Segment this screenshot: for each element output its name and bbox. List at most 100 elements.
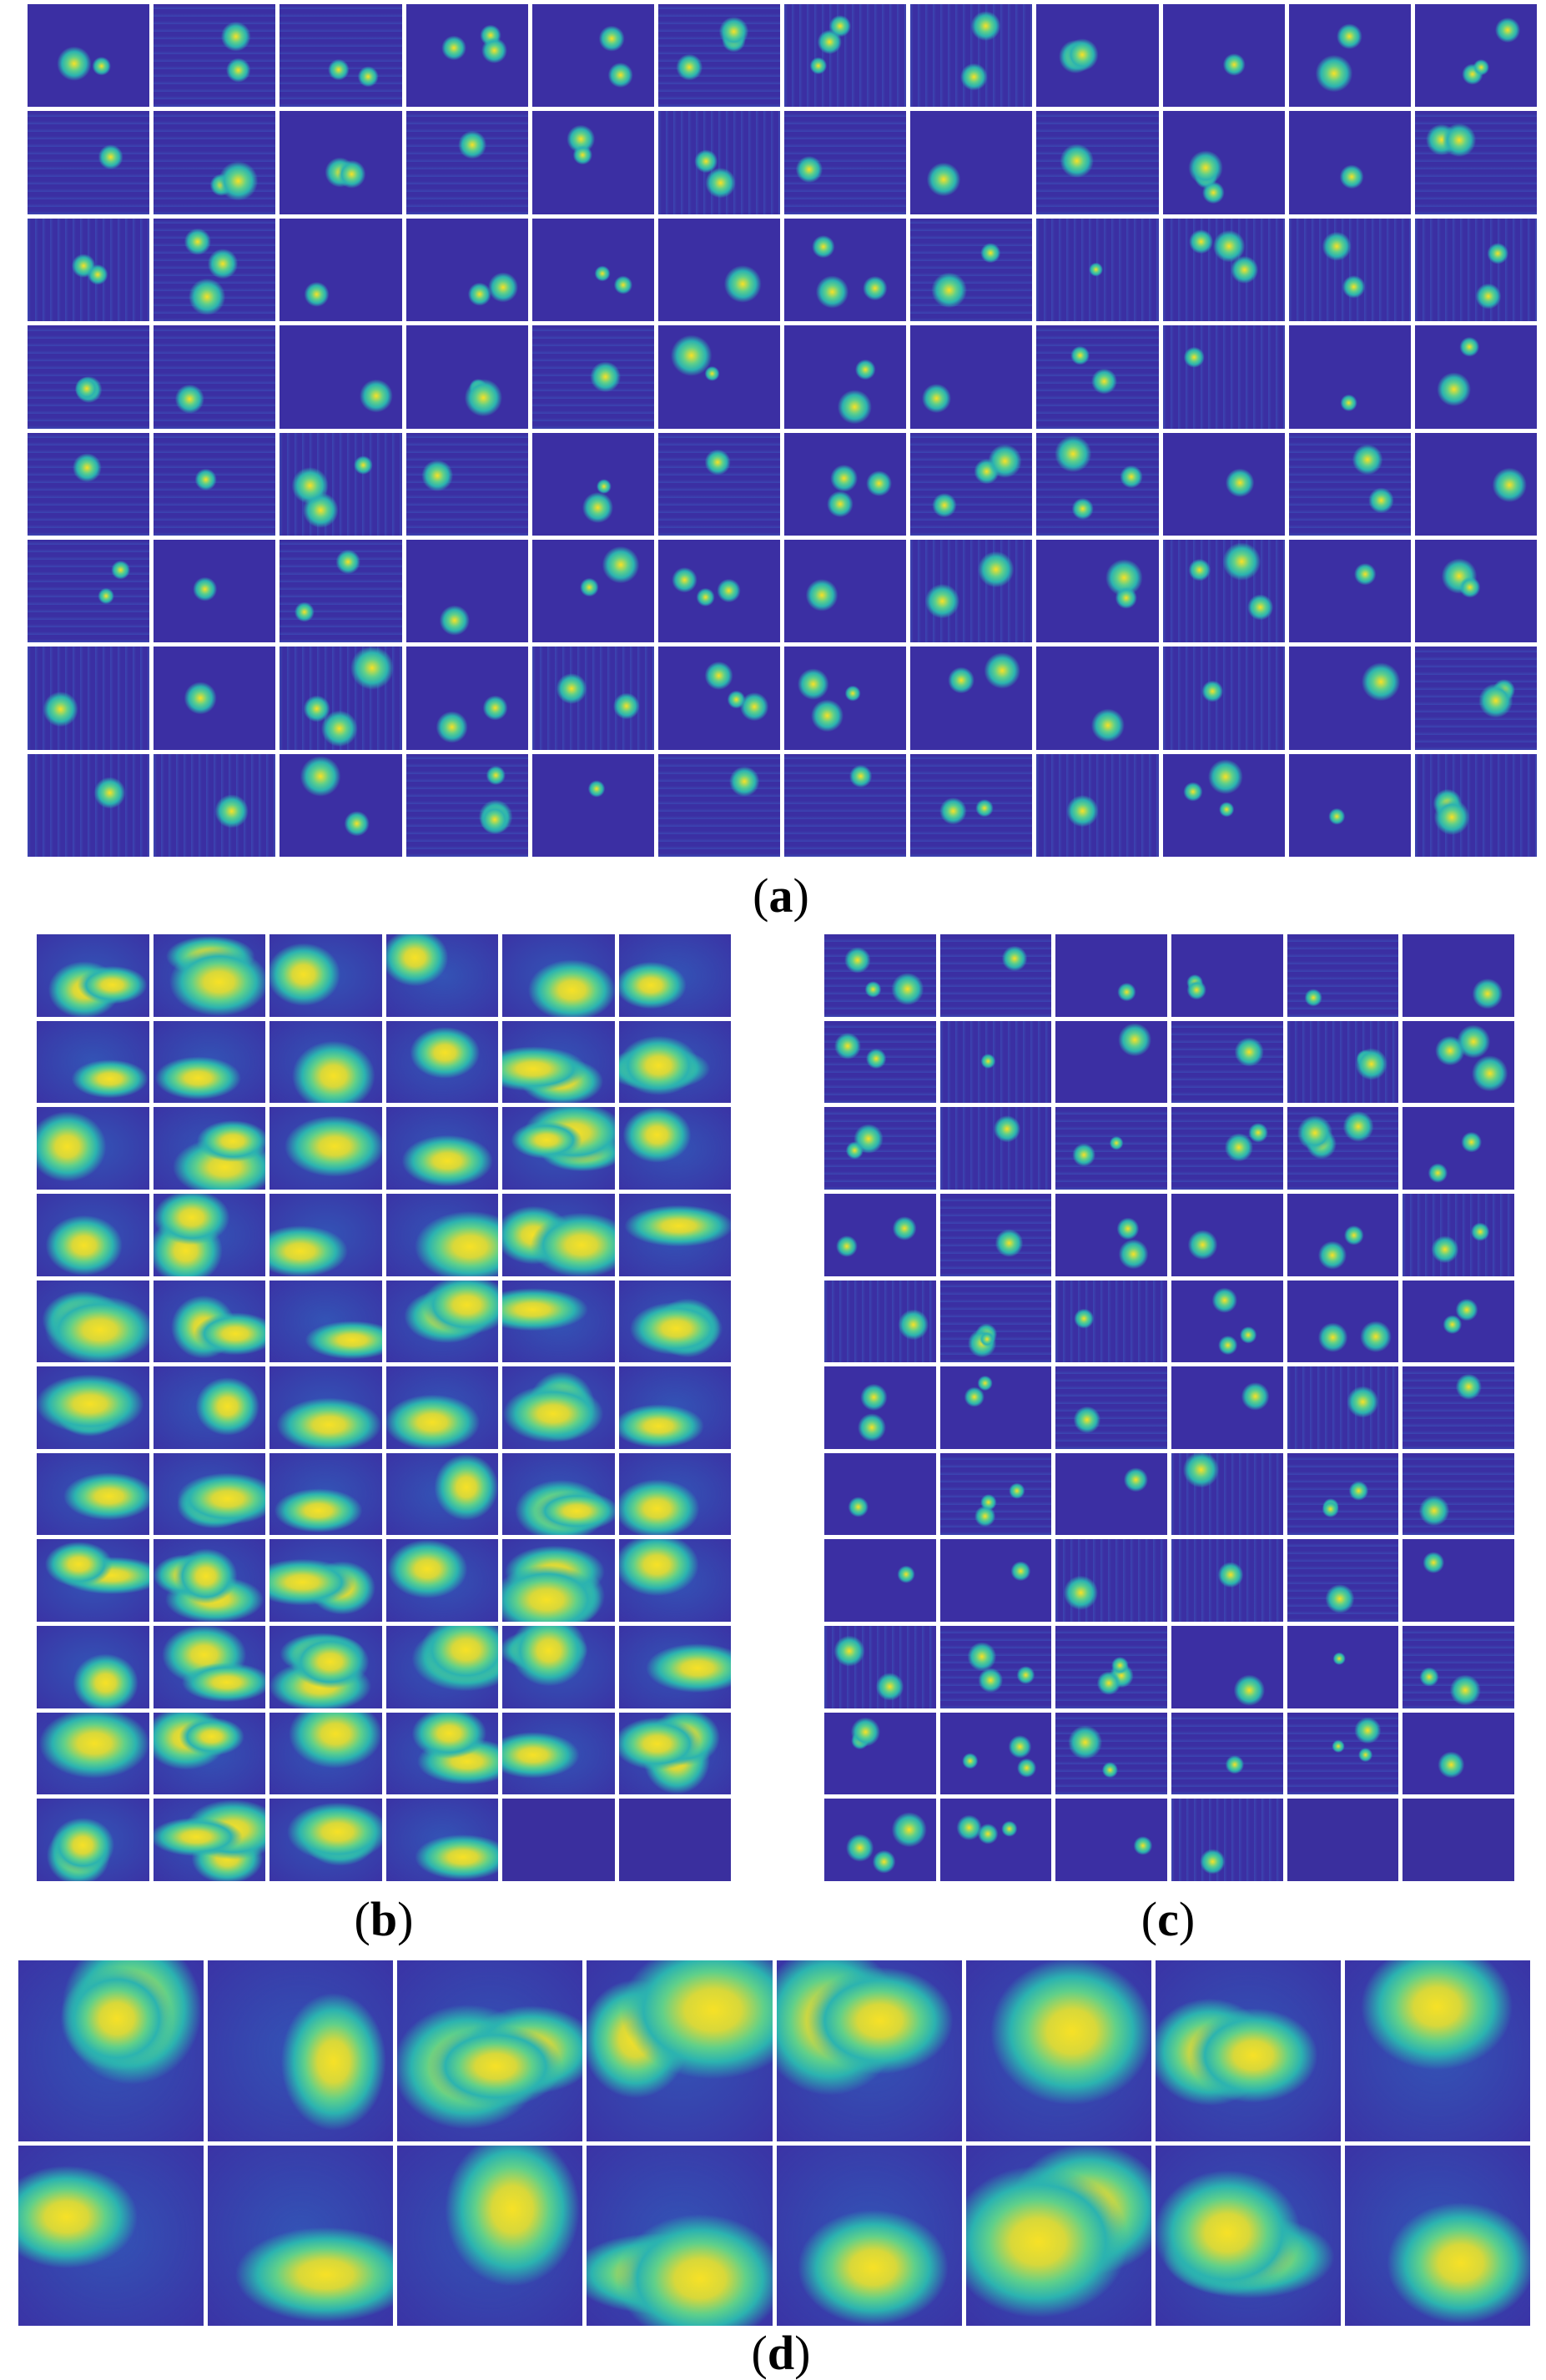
mode-image-tile <box>824 934 936 1017</box>
mode-image-tile <box>824 1280 936 1363</box>
mode-image-tile <box>784 432 907 536</box>
mode-image-tile <box>910 111 1033 214</box>
mode-image-tile <box>1055 934 1167 1017</box>
mode-image-tile <box>1171 1452 1283 1536</box>
mode-image-tile <box>1055 1539 1167 1623</box>
mode-image-tile <box>1287 1626 1399 1708</box>
mode-image-tile <box>1162 753 1285 857</box>
mode-image-tile <box>657 111 780 214</box>
mode-image-tile <box>28 753 150 857</box>
mode-image-tile <box>502 934 615 1017</box>
mode-image-tile <box>397 1960 583 2141</box>
mode-image-tile <box>1287 1107 1399 1190</box>
mode-image-tile <box>1402 1193 1514 1276</box>
mode-image-tile <box>37 1107 149 1190</box>
mode-image-tile <box>1414 539 1537 643</box>
mode-image-tile <box>1162 218 1285 322</box>
mode-image-tile <box>154 539 276 643</box>
mode-image-tile <box>587 2145 773 2326</box>
mode-image-tile <box>784 111 907 214</box>
mode-image-tile <box>37 1539 149 1623</box>
mode-image-tile <box>1036 647 1159 750</box>
mode-image-tile <box>1402 1020 1514 1104</box>
mode-image-tile <box>405 218 528 322</box>
mode-image-tile <box>279 647 402 750</box>
mode-image-tile <box>1036 218 1159 322</box>
mode-image-tile <box>784 539 907 643</box>
mode-image-tile <box>154 218 276 322</box>
mode-image-tile <box>939 1020 1052 1104</box>
mode-image-tile <box>385 1452 498 1536</box>
mode-image-tile <box>939 1539 1052 1623</box>
mode-image-tile <box>1287 1539 1399 1623</box>
mode-image-tile <box>153 1020 265 1104</box>
mode-image-tile <box>269 1799 382 1881</box>
figure-panel-d <box>18 1960 1530 2326</box>
mode-image-tile <box>279 218 402 322</box>
mode-image-tile <box>618 1107 731 1190</box>
mode-image-tile <box>1402 1452 1514 1536</box>
mode-image-tile <box>1414 647 1537 750</box>
mode-image-tile <box>269 934 382 1017</box>
mode-image-tile <box>405 647 528 750</box>
mode-image-tile <box>153 1626 265 1708</box>
mode-image-tile <box>1055 1712 1167 1795</box>
mode-image-tile <box>154 647 276 750</box>
mode-image-tile <box>1287 1712 1399 1795</box>
mode-image-tile <box>531 218 654 322</box>
mode-image-tile <box>910 539 1033 643</box>
mode-image-tile <box>153 934 265 1017</box>
mode-image-tile <box>531 647 654 750</box>
mode-image-tile <box>531 4 654 108</box>
mode-image-tile <box>1414 325 1537 429</box>
mode-image-tile <box>502 1366 615 1449</box>
mode-image-tile <box>910 325 1033 429</box>
mode-image-tile <box>531 111 654 214</box>
mode-image-tile <box>1288 4 1411 108</box>
mode-image-tile <box>939 934 1052 1017</box>
mode-image-tile <box>28 4 150 108</box>
mode-image-tile <box>385 1626 498 1708</box>
mode-image-tile <box>279 753 402 857</box>
mode-image-tile <box>502 1193 615 1276</box>
mode-image-tile <box>1036 325 1159 429</box>
mode-image-tile <box>269 1539 382 1623</box>
mode-image-tile <box>910 4 1033 108</box>
mode-image-tile <box>37 1020 149 1104</box>
mode-image-tile <box>1171 1626 1283 1708</box>
mode-image-tile <box>279 325 402 429</box>
mode-image-tile <box>657 325 780 429</box>
mode-image-tile <box>385 1107 498 1190</box>
mode-image-tile <box>657 4 780 108</box>
mode-image-tile <box>1287 934 1399 1017</box>
mode-image-tile <box>502 1107 615 1190</box>
mode-image-tile <box>784 647 907 750</box>
mode-image-tile <box>1162 4 1285 108</box>
mode-image-tile <box>405 111 528 214</box>
mode-image-tile <box>910 432 1033 536</box>
mode-image-tile <box>28 432 150 536</box>
mode-image-tile <box>1288 647 1411 750</box>
mode-image-tile <box>153 1366 265 1449</box>
mode-image-tile <box>824 1626 936 1708</box>
mode-image-tile <box>657 432 780 536</box>
mode-image-tile <box>1344 2145 1530 2326</box>
mode-image-tile <box>1287 1799 1399 1881</box>
mode-image-tile <box>965 1960 1151 2141</box>
mode-image-tile <box>531 325 654 429</box>
mode-image-tile <box>657 218 780 322</box>
mode-image-tile <box>153 1193 265 1276</box>
mode-image-tile <box>939 1193 1052 1276</box>
mode-image-tile <box>784 4 907 108</box>
mode-image-tile <box>1055 1193 1167 1276</box>
mode-image-tile <box>1402 1280 1514 1363</box>
mode-image-tile <box>784 325 907 429</box>
mode-image-tile <box>784 218 907 322</box>
mode-image-tile <box>269 1452 382 1536</box>
mode-image-tile <box>153 1712 265 1795</box>
mode-image-tile <box>1155 1960 1341 2141</box>
mode-image-tile <box>154 111 276 214</box>
mode-image-tile <box>279 111 402 214</box>
mode-image-tile <box>153 1452 265 1536</box>
mode-image-tile <box>1036 432 1159 536</box>
